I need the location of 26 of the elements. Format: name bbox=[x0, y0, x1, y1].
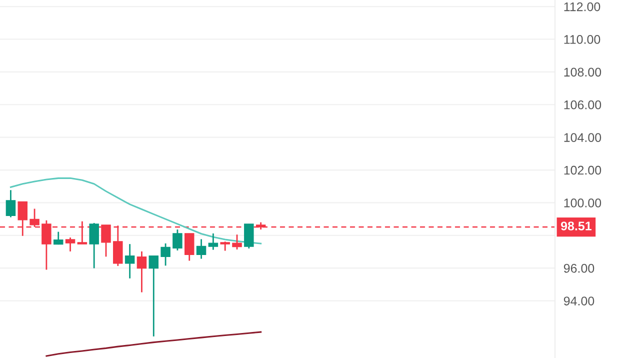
candlestick bbox=[53, 231, 64, 246]
candlestick bbox=[184, 232, 194, 262]
y-tick-label: 96.00 bbox=[564, 264, 594, 273]
candlestick bbox=[196, 238, 206, 260]
candlestick bbox=[244, 223, 254, 250]
candlestick bbox=[160, 242, 170, 266]
candlestick bbox=[232, 234, 242, 250]
candlestick bbox=[89, 222, 99, 269]
y-tick-label: 94.00 bbox=[564, 296, 594, 306]
candlestick bbox=[136, 250, 147, 293]
candlestick bbox=[65, 236, 76, 252]
candlestick bbox=[208, 232, 218, 250]
line-series bbox=[46, 331, 262, 357]
y-tick-label: 102.00 bbox=[564, 166, 602, 175]
y-tick-label: 104.00 bbox=[564, 133, 602, 142]
candlestick bbox=[6, 189, 16, 218]
y-tick-label: 110.00 bbox=[564, 35, 600, 44]
candlestick bbox=[220, 240, 230, 252]
y-tick-label: 108.00 bbox=[564, 68, 602, 77]
y-tick-label: 112.00 bbox=[564, 2, 600, 12]
candlestick bbox=[172, 228, 182, 252]
y-tick-label: 100.00 bbox=[564, 198, 602, 208]
ref-line-label: 98.51 bbox=[560, 222, 592, 230]
y-tick-label: 106.00 bbox=[564, 100, 602, 110]
candlestick bbox=[148, 255, 159, 338]
candlestick bbox=[124, 243, 135, 280]
